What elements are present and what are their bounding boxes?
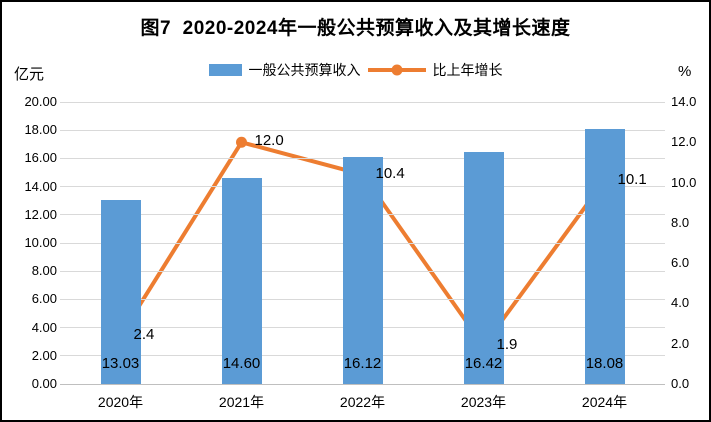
- line-marker: [236, 136, 247, 148]
- line-value-label: 10.1: [617, 170, 647, 188]
- bar-value-label: 13.03: [101, 355, 140, 372]
- left-axis-unit: 亿元: [14, 66, 45, 83]
- line-value-label: 2.4: [133, 325, 155, 343]
- y-axis-right-tick: 14.0: [671, 94, 697, 109]
- y-axis-right-tick: 0.0: [671, 376, 690, 391]
- line-value-label: 10.4: [375, 164, 405, 182]
- bar-value-label: 16.12: [343, 355, 382, 372]
- x-axis-category-label: 2024年: [581, 394, 628, 410]
- y-axis-left-tick: 18.00: [24, 122, 57, 138]
- plot-area: 13.03 14.60 16.12 16.42 18.08 2.4 12.0 10.4 1.9 1…: [60, 101, 665, 385]
- y-axis-right-tick: 6.0: [671, 255, 690, 271]
- legend-line-label: 比上年增长: [432, 62, 503, 78]
- y-axis-left-tick: 2.00: [31, 347, 57, 363]
- y-axis-left-tick: 0.00: [31, 376, 57, 391]
- y-axis-left-tick: 12.00: [24, 206, 57, 222]
- y-axis-right-tick: 2.0: [671, 335, 690, 351]
- line-value-label: 12.0: [254, 132, 284, 150]
- revenue-bar: [584, 129, 625, 384]
- bar-value-label: 14.60: [222, 355, 261, 372]
- x-axis-category-label: 2023年: [460, 394, 507, 410]
- y-axis-right-tick: 4.0: [671, 295, 690, 311]
- revenue-bar: [100, 200, 141, 384]
- x-axis-category-label: 2022年: [339, 394, 386, 410]
- legend-bar-label: 一般公共预算收入: [248, 62, 361, 78]
- y-axis-left-tick: 20.00: [24, 94, 57, 109]
- y-axis-left-tick: 4.00: [31, 319, 57, 335]
- x-axis-line: [60, 383, 665, 385]
- revenue-bar: [463, 152, 504, 384]
- bar-value-label: 18.08: [585, 355, 624, 372]
- legend: 一般公共预算收入 比上年增长: [2, 60, 709, 80]
- line-value-label: 1.9: [496, 335, 518, 353]
- chart-title: 图7 2020-2024年一般公共预算收入及其增长速度: [140, 18, 571, 39]
- y-axis-right-tick: 12.0: [671, 134, 697, 150]
- revenue-bar: [342, 156, 383, 384]
- legend-line-marker-icon: [391, 64, 402, 76]
- y-axis-left-tick: 10.00: [24, 235, 57, 250]
- legend-bar-swatch: [208, 64, 242, 76]
- bar-value-label: 16.42: [464, 355, 503, 372]
- y-axis-left-tick: 6.00: [31, 291, 57, 307]
- legend-line-swatch: [367, 64, 426, 76]
- gridline: [60, 129, 665, 131]
- y-axis-left-tick: 14.00: [24, 178, 57, 194]
- gridline: [60, 101, 665, 103]
- revenue-bar: [221, 178, 262, 384]
- right-axis-unit: %: [678, 63, 692, 80]
- y-axis-left-tick: 16.00: [24, 150, 57, 166]
- y-axis-right-tick: 10.0: [671, 174, 697, 190]
- x-axis-category-label: 2020年: [97, 394, 144, 410]
- y-axis-left-tick: 8.00: [31, 263, 57, 279]
- y-axis-right-tick: 8.0: [671, 214, 690, 230]
- x-axis-category-label: 2021年: [218, 394, 265, 410]
